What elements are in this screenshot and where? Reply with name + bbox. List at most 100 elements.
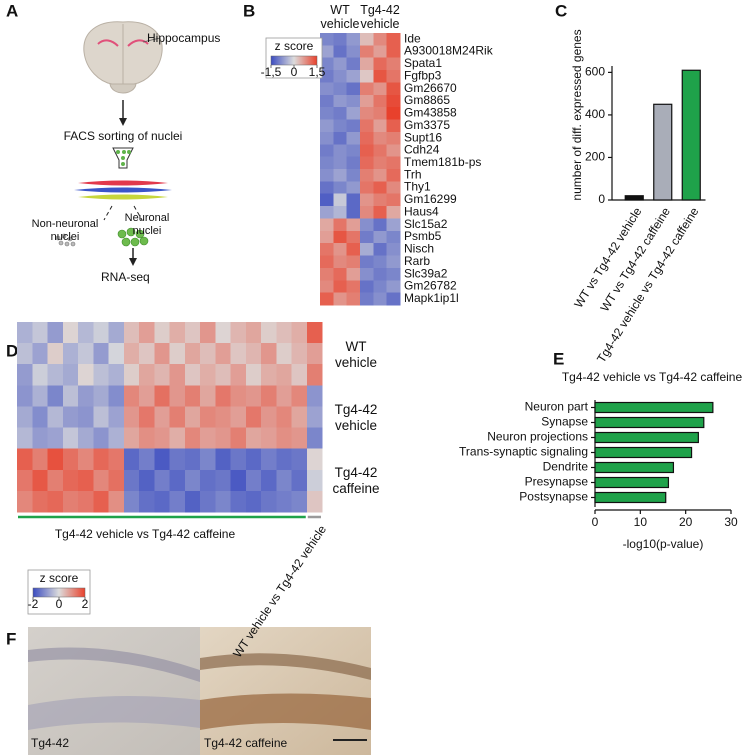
heatmap-cell xyxy=(320,255,334,269)
heatmap-cell xyxy=(261,385,277,407)
heatmap-cell xyxy=(360,267,374,281)
heatmap-cell xyxy=(184,427,201,449)
heatmap-cell xyxy=(291,322,308,344)
heatmap-cell xyxy=(139,427,155,449)
row-label: Fgfbp3 xyxy=(404,68,442,82)
heatmap-cell xyxy=(215,343,231,365)
heatmap-cell xyxy=(320,45,334,59)
heatmap-cell xyxy=(386,181,401,195)
heatmap-cell xyxy=(184,406,201,428)
image-caption: Tg4-42 caffeine xyxy=(204,736,287,750)
heatmap-cell xyxy=(230,322,247,344)
heatmap-cell xyxy=(78,364,94,386)
heatmap-cell xyxy=(93,427,109,449)
heatmap-cell xyxy=(230,364,247,386)
heatmap-cell xyxy=(346,107,361,120)
heatmap-cell xyxy=(386,280,401,293)
row-label: Tmem181b-ps xyxy=(404,155,481,169)
heatmap-cell xyxy=(215,490,231,513)
heatmap-cell xyxy=(200,469,216,492)
nuclei-dots xyxy=(117,227,149,247)
heatmap-cell xyxy=(154,322,170,344)
heatmap-cell xyxy=(276,322,292,344)
heatmap-cell xyxy=(373,57,387,71)
heatmap-cell xyxy=(123,427,140,449)
heatmap-cell xyxy=(333,107,347,120)
heatmap-cell xyxy=(47,469,64,492)
heatmap-cell xyxy=(320,243,334,256)
heatmap-cell xyxy=(306,448,323,471)
row-label: Gm43858 xyxy=(404,106,457,120)
heatmap-cell xyxy=(245,364,262,386)
heatmap-cell xyxy=(360,33,374,46)
row-label: Nisch xyxy=(404,242,434,256)
heatmap-cell xyxy=(386,267,401,281)
heatmap-cell xyxy=(320,267,334,281)
heatmap-cell xyxy=(154,406,170,428)
heatmap-cell xyxy=(373,33,387,46)
heatmap-cell xyxy=(373,181,387,195)
heatmap-cell xyxy=(291,406,308,428)
heatmap-cell xyxy=(245,406,262,428)
diagram-label: Hippocampus xyxy=(147,31,220,45)
split-arrows xyxy=(103,205,143,221)
heatmap-cell xyxy=(346,255,361,269)
heatmap-cell xyxy=(93,343,109,365)
heatmap-cell xyxy=(78,385,94,407)
heatmap-cell xyxy=(200,364,216,386)
heatmap-cell xyxy=(360,144,374,157)
heatmap-cell xyxy=(373,45,387,59)
heatmap-cell xyxy=(276,385,292,407)
heatmap-cell xyxy=(386,33,401,46)
heatmap-cell xyxy=(373,218,387,232)
heatmap-cell xyxy=(169,427,186,449)
heatmap-cell xyxy=(333,119,347,133)
nuclei-dots xyxy=(55,233,76,247)
heatmap-cell xyxy=(215,448,231,471)
y-tick-label: Neuron part xyxy=(525,400,589,414)
heatmap-cell xyxy=(108,490,125,513)
heatmap-cell xyxy=(47,322,64,344)
heatmap-cell xyxy=(386,144,401,157)
heatmap-cell xyxy=(230,469,247,492)
heatmap-cell xyxy=(108,343,125,365)
heatmap-cell xyxy=(108,364,125,386)
diagram-label: Neuronal nuclei xyxy=(124,212,170,237)
bar xyxy=(594,491,667,504)
heatmap-cell xyxy=(200,322,216,344)
heatmap-cell xyxy=(261,406,277,428)
heatmap-cell xyxy=(123,343,140,365)
y-tick-label: 200 xyxy=(585,150,605,164)
heatmap-cell xyxy=(360,82,374,96)
heatmap-cell xyxy=(47,385,64,407)
heatmap-cell xyxy=(169,406,186,428)
row-label: Mapk1ip1l xyxy=(404,291,459,305)
row-group-label: Tg4-42 caffeine xyxy=(332,465,380,497)
heatmap-cell xyxy=(333,181,347,195)
heatmap-cell xyxy=(373,107,387,120)
heatmap-cell xyxy=(320,218,334,232)
heatmap-cell xyxy=(333,280,347,293)
x-tick-label: 20 xyxy=(679,515,693,529)
colorbar xyxy=(270,55,318,66)
heatmap-cell xyxy=(32,490,48,513)
heatmap-cell xyxy=(78,406,94,428)
heatmap-cell xyxy=(261,469,277,492)
row-label: Trh xyxy=(404,167,422,181)
heatmap-cell xyxy=(17,469,33,492)
heatmap-cell xyxy=(333,193,347,207)
heatmap-cell xyxy=(306,364,323,386)
heatmap-cell xyxy=(78,469,94,492)
heatmap-cell xyxy=(291,364,308,386)
heatmap-cell xyxy=(230,343,247,365)
heatmap-cell xyxy=(346,243,361,256)
colorbar-tick-label: 2 xyxy=(82,597,89,611)
panel-label: A xyxy=(6,1,18,20)
heatmap-cell xyxy=(346,82,361,96)
heatmap-cell xyxy=(291,490,308,513)
heatmap-cell xyxy=(245,343,262,365)
heatmap-cell xyxy=(373,292,387,306)
row-label: Slc15a2 xyxy=(404,217,448,231)
heatmap-cell xyxy=(93,385,109,407)
